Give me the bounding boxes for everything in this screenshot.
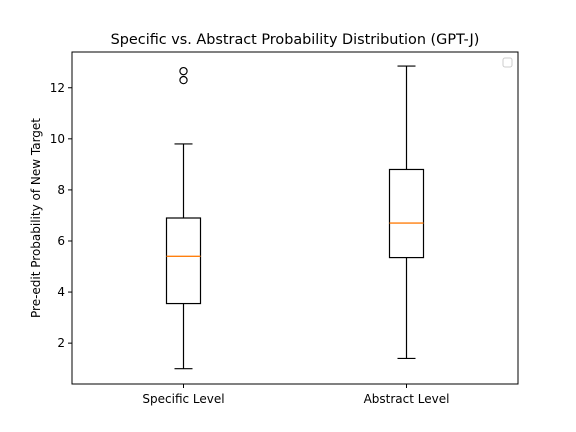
outlier-point (179, 75, 188, 85)
y-axis-label: Pre-edit Probability of New Target (29, 118, 43, 318)
y-tick-label: 12 (50, 81, 65, 95)
box-group (388, 65, 425, 360)
x-tick-label: Abstract Level (364, 392, 450, 406)
plot-area: 2 4 6 8 10 12 Specific Level Abstract Level (50, 51, 519, 406)
legend-box (502, 57, 513, 68)
iqr-box (165, 217, 202, 305)
chart-title: Specific vs. Abstract Probability Distri… (111, 32, 480, 48)
box-group (165, 66, 202, 370)
y-tick-label: 8 (57, 183, 65, 197)
y-tick-label: 4 (57, 285, 65, 299)
plot-frame (71, 51, 519, 385)
x-tick-label: Specific Level (142, 392, 224, 406)
iqr-box (388, 168, 425, 259)
y-tick-label: 2 (57, 336, 65, 350)
y-tick-label: 6 (57, 234, 65, 248)
outlier-point (179, 66, 188, 76)
y-tick-label: 10 (50, 132, 65, 146)
